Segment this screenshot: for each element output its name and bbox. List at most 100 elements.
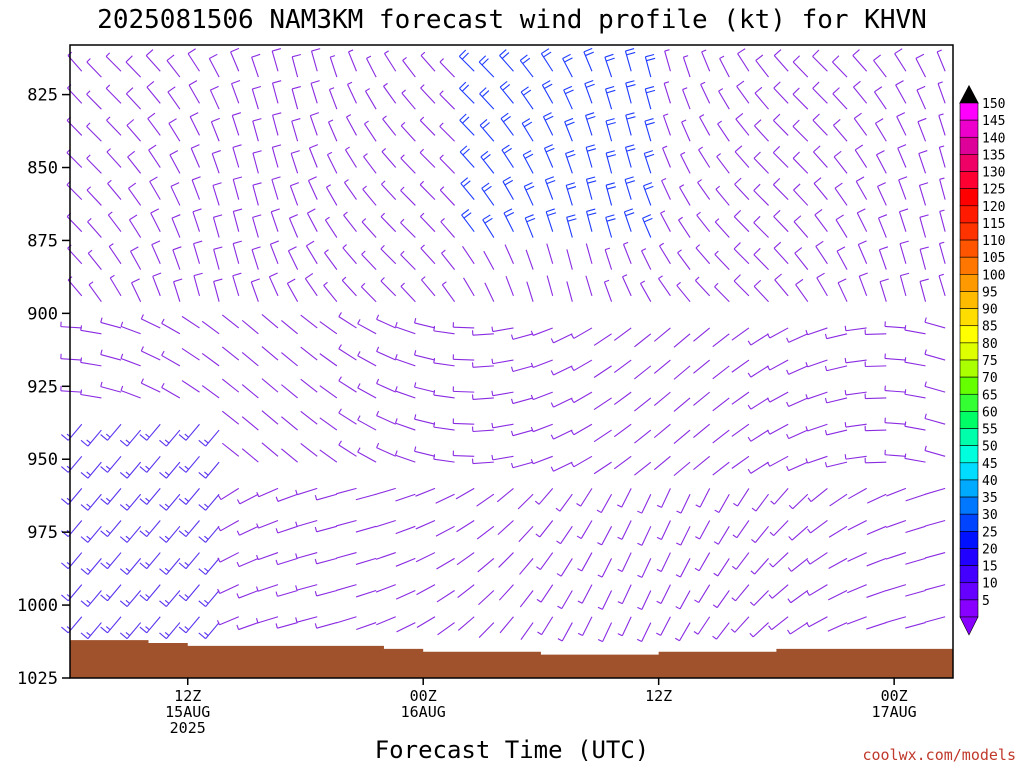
wind-barb: [255, 584, 279, 592]
wind-barb: [304, 273, 318, 297]
wind-barb: [673, 429, 691, 444]
wind-barb: [491, 422, 514, 429]
wind-barb: [290, 150, 300, 174]
wind-barb: [80, 461, 102, 479]
wind-barb: [327, 119, 338, 142]
wind-barb: [221, 314, 240, 329]
wind-barb: [536, 552, 554, 571]
colorbar-label: 40: [982, 474, 998, 489]
wind-barb: [664, 49, 671, 72]
wind-barb: [187, 48, 200, 72]
wind-barb: [770, 488, 789, 505]
wind-barb: [924, 317, 946, 329]
wind-barb: [680, 151, 691, 174]
wind-barb: [275, 493, 298, 502]
wind-barb: [139, 488, 161, 505]
wind-barb: [295, 616, 318, 623]
wind-barb: [938, 113, 946, 136]
wind-barb: [693, 327, 711, 342]
wind-barb: [895, 80, 907, 104]
wind-barb: [693, 359, 711, 374]
colorbar-swatch: [959, 308, 979, 327]
wind-barb: [517, 493, 534, 510]
colorbar-label: 95: [982, 285, 998, 300]
wind-barb: [879, 278, 889, 302]
wind-barb: [396, 622, 416, 633]
wind-barb: [270, 208, 280, 232]
wind-barb: [212, 214, 223, 238]
wind-barb: [884, 449, 906, 457]
wind-barb: [634, 397, 652, 412]
wind-barb: [853, 80, 868, 104]
colorbar-swatch: [959, 171, 979, 189]
wind-barb: [198, 590, 220, 607]
wind-barb: [673, 397, 691, 412]
wind-barb: [459, 113, 475, 136]
wind-barb: [100, 455, 122, 473]
wind-barb: [794, 247, 809, 270]
wind-barb: [747, 365, 769, 378]
wind-barb: [613, 455, 632, 470]
wind-barb: [414, 318, 436, 329]
wind-barb: [348, 49, 357, 72]
wind-barb: [673, 333, 691, 348]
y-tick-label: 875: [27, 231, 58, 251]
wind-barb: [693, 391, 711, 406]
wind-barb: [805, 423, 828, 432]
wind-barb: [319, 385, 338, 399]
wind-barb: [562, 53, 573, 78]
wind-barb: [541, 80, 554, 104]
wind-barb: [613, 327, 632, 341]
wind-barb: [518, 525, 534, 543]
wind-barb: [754, 119, 769, 142]
wind-barb: [231, 112, 242, 136]
wind-barb: [766, 327, 789, 339]
wind-barb: [161, 350, 181, 367]
wind-barb: [604, 247, 613, 270]
wind-barb: [139, 552, 161, 570]
wind-barb: [497, 520, 514, 536]
wind-barb: [750, 558, 769, 575]
x-tick-label: 15AUG: [165, 703, 210, 721]
wind-barb: [733, 209, 750, 233]
wind-barb: [747, 429, 769, 442]
x-axis-label: Forecast Time (UTC): [375, 736, 650, 764]
wind-barb: [287, 246, 299, 270]
wind-barb: [181, 348, 200, 361]
wind-barb: [281, 384, 298, 399]
wind-barb: [597, 526, 613, 546]
colorbar-swatch: [959, 582, 979, 601]
wind-barb: [766, 455, 789, 467]
wind-barb: [213, 278, 223, 302]
wind-barb: [357, 383, 377, 399]
wind-barb: [695, 244, 711, 265]
wind-barb: [289, 182, 299, 206]
wind-barb: [420, 244, 436, 265]
wind-barb: [336, 616, 357, 624]
wind-barb: [634, 429, 652, 444]
wind-barb: [181, 315, 200, 329]
wind-barb: [140, 378, 161, 393]
wind-barb: [617, 488, 632, 508]
wind-barb: [813, 177, 828, 200]
wind-barb: [178, 584, 200, 602]
wind-barb: [314, 493, 338, 501]
wind-barb: [356, 622, 377, 631]
wind-barb: [319, 353, 338, 367]
wind-barb: [751, 493, 769, 512]
wind-barb: [100, 520, 122, 537]
wind-barb: [939, 177, 946, 200]
wind-barb: [938, 241, 946, 264]
wind-barb: [605, 85, 616, 110]
wind-barb: [400, 218, 416, 238]
wind-barb: [295, 552, 318, 559]
wind-barb: [382, 115, 397, 136]
colorbar-swatch: [959, 428, 979, 446]
wind-barb: [637, 493, 652, 514]
wind-barb: [458, 49, 475, 72]
wind-barb: [461, 209, 475, 233]
wind-barb: [846, 616, 867, 625]
colorbar-swatch: [959, 222, 979, 241]
credit-text[interactable]: coolwx.com/models: [862, 746, 1016, 764]
